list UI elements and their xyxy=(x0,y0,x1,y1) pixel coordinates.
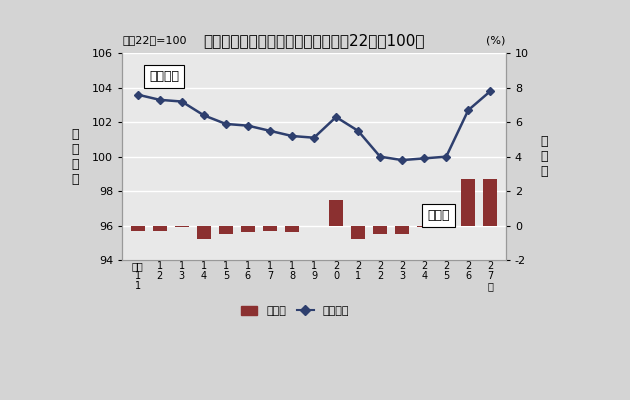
Text: 平成22年=100: 平成22年=100 xyxy=(122,35,186,45)
Text: 前年比: 前年比 xyxy=(427,209,450,222)
Bar xyxy=(197,226,211,239)
Title: 鳥取市消費者物価指数の推移（平成22年＝100）: 鳥取市消費者物価指数の推移（平成22年＝100） xyxy=(203,33,425,48)
Bar xyxy=(417,226,432,227)
Bar xyxy=(483,179,498,226)
Bar xyxy=(439,219,454,226)
Bar xyxy=(263,226,277,231)
Bar xyxy=(461,179,476,226)
Bar xyxy=(130,226,145,231)
Bar xyxy=(373,226,387,234)
Text: (%): (%) xyxy=(486,35,506,45)
Bar xyxy=(175,226,189,227)
Bar xyxy=(395,226,410,234)
Bar xyxy=(285,226,299,232)
Bar xyxy=(241,226,255,232)
Legend: 前年比, 総合指数: 前年比, 総合指数 xyxy=(236,302,353,320)
Text: 総合指数: 総合指数 xyxy=(149,70,179,83)
Bar xyxy=(152,226,167,231)
Bar xyxy=(329,200,343,226)
Text: 前
年
比: 前 年 比 xyxy=(541,135,548,178)
Bar xyxy=(351,226,365,239)
Y-axis label: 総
合
指
数: 総 合 指 数 xyxy=(72,128,79,186)
Bar xyxy=(219,226,233,234)
